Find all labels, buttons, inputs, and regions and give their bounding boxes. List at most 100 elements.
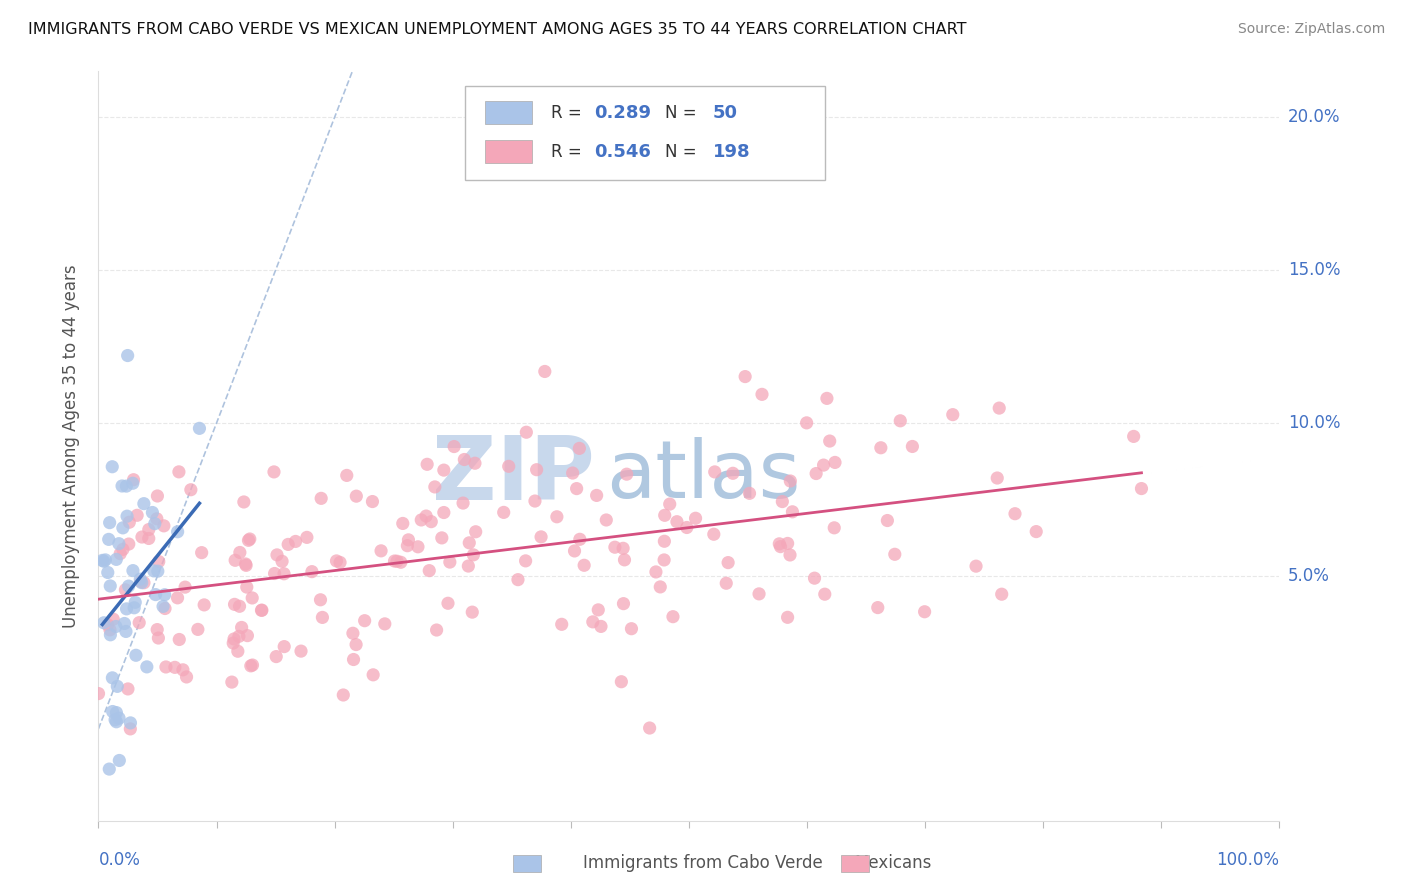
Point (716, 576, 738, 591)
Point (132, 575, 155, 590)
Point (117, 579, 139, 593)
Point (98, 579, 121, 593)
Point (240, 591, 263, 605)
Point (235, 558, 257, 573)
Text: N =: N = (665, 143, 702, 161)
Point (176, 670, 198, 684)
Point (433, 506, 456, 520)
Point (776, 536, 799, 550)
Point (385, 554, 408, 568)
Point (224, 553, 246, 567)
Text: 100.0%: 100.0% (1216, 851, 1279, 869)
Point (1025, 524, 1047, 539)
Point (498, 459, 520, 474)
Point (342, 626, 364, 640)
Point (264, 649, 287, 664)
Text: 20.0%: 20.0% (1288, 108, 1340, 127)
Point (406, 540, 429, 554)
Point (121, 476, 143, 491)
Point (138, 532, 160, 546)
Point (815, 392, 838, 406)
Point (117, 349, 139, 363)
Point (650, 580, 672, 594)
Point (370, 544, 392, 558)
Point (443, 440, 465, 454)
Point (426, 623, 449, 637)
Point (120, 722, 142, 736)
Point (155, 660, 177, 674)
Point (782, 505, 804, 519)
Point (796, 416, 818, 430)
Point (105, 706, 128, 720)
Point (464, 456, 486, 470)
Point (98, 623, 121, 637)
Point (163, 660, 186, 674)
Point (463, 548, 485, 562)
Point (768, 537, 790, 551)
Point (1130, 482, 1153, 496)
Point (568, 533, 591, 547)
Point (87, 687, 110, 701)
Point (814, 587, 837, 601)
Point (118, 537, 141, 551)
Point (675, 520, 697, 534)
Text: R =: R = (551, 143, 586, 161)
Point (153, 588, 176, 602)
Point (101, 671, 124, 685)
Point (325, 554, 347, 568)
Text: 0.0%: 0.0% (98, 851, 141, 869)
Point (108, 537, 131, 551)
Point (721, 467, 744, 481)
Text: Immigrants from Cabo Verde: Immigrants from Cabo Verde (583, 855, 823, 872)
Point (603, 540, 626, 554)
Point (342, 652, 364, 666)
Point (148, 631, 170, 645)
Point (105, 714, 128, 729)
Text: 50: 50 (713, 103, 738, 121)
Point (420, 515, 443, 529)
Point (273, 640, 295, 654)
Point (654, 508, 676, 523)
Point (616, 467, 638, 482)
Point (588, 603, 610, 617)
Point (389, 555, 412, 569)
Point (457, 559, 479, 574)
Point (561, 466, 583, 480)
Point (231, 620, 253, 634)
Point (122, 600, 145, 615)
Y-axis label: Unemployment Among Ages 35 to 44 years: Unemployment Among Ages 35 to 44 years (62, 264, 80, 628)
Point (869, 441, 891, 455)
Point (222, 632, 245, 646)
Point (166, 591, 188, 605)
Point (437, 596, 460, 610)
Point (779, 474, 801, 488)
Point (638, 721, 661, 735)
Point (914, 605, 936, 619)
Point (654, 534, 676, 549)
Text: IMMIGRANTS FROM CABO VERDE VS MEXICAN UNEMPLOYMENT AMONG AGES 35 TO 44 YEARS COR: IMMIGRANTS FROM CABO VERDE VS MEXICAN UN… (28, 22, 966, 37)
Point (565, 482, 588, 496)
Point (271, 554, 294, 568)
Point (132, 497, 155, 511)
Point (506, 573, 529, 587)
Point (589, 619, 612, 633)
Point (146, 489, 169, 503)
Point (453, 452, 475, 467)
Point (131, 530, 153, 544)
Point (193, 598, 215, 612)
Text: 10.0%: 10.0% (1288, 414, 1340, 432)
Point (461, 605, 484, 619)
FancyBboxPatch shape (464, 87, 825, 180)
Point (986, 471, 1008, 485)
Point (250, 603, 273, 617)
Point (620, 622, 643, 636)
Point (118, 515, 141, 529)
Point (418, 564, 440, 578)
Point (117, 681, 139, 696)
Point (100, 628, 122, 642)
Point (329, 556, 352, 570)
Point (122, 473, 145, 487)
Point (129, 574, 152, 589)
Point (129, 572, 152, 586)
Point (883, 547, 905, 561)
